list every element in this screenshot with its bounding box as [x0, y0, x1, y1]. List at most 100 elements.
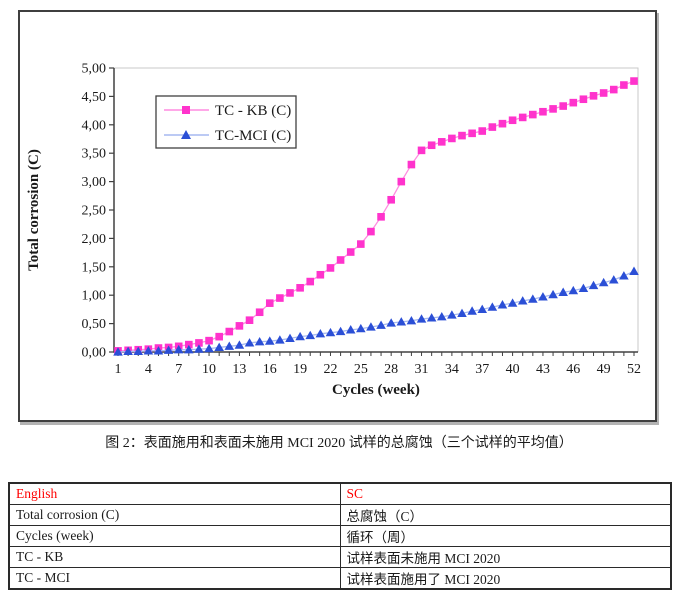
y-tick-label: 3,00 [82, 175, 107, 190]
y-axis-title: Total corrosion (C) [26, 149, 42, 271]
data-point [518, 113, 527, 122]
y-tick-label: 1,50 [82, 260, 107, 275]
data-point [205, 336, 213, 345]
table-cell: 试样表面施用了 MCI 2020 [339, 567, 672, 590]
data-point [346, 248, 355, 256]
table-header-cell: SC [339, 482, 672, 505]
legend-label: TC-MCI (C) [215, 128, 291, 144]
data-point [224, 341, 235, 350]
y-tick-label: 2,00 [82, 232, 107, 247]
data-point [276, 294, 284, 302]
data-point [306, 277, 315, 286]
data-point [367, 227, 375, 236]
data-point [538, 292, 548, 301]
data-point [335, 326, 346, 336]
legend-box [155, 95, 297, 149]
data-point [517, 296, 528, 305]
y-tick-label: 4,50 [82, 90, 107, 105]
data-point [508, 116, 517, 125]
data-point [558, 287, 568, 296]
data-point [630, 77, 638, 85]
data-point [417, 146, 426, 155]
plot-frame [114, 67, 639, 352]
table-cell: TC - KB [8, 546, 341, 568]
x-tick-label: 52 [627, 362, 641, 377]
data-point [529, 110, 537, 119]
data-point [598, 277, 609, 287]
data-point [588, 280, 599, 290]
legend-label: TC - KB (C) [215, 103, 291, 119]
data-point [185, 340, 193, 349]
data-point [254, 336, 265, 346]
data-point [357, 240, 365, 248]
data-point [195, 339, 203, 347]
data-point [163, 345, 174, 354]
x-tick-label: 34 [445, 362, 459, 377]
data-point [234, 340, 245, 349]
x-tick-label: 10 [202, 362, 216, 377]
data-point [608, 275, 619, 284]
corrosion-line-chart: 5,00 4,50 4,00 3,50 3,00 2,50 2,00 1,50 1,00 0,50… [26, 62, 641, 399]
data-point [488, 123, 497, 131]
data-point [245, 316, 254, 324]
legend-marker [181, 130, 191, 139]
data-point [376, 320, 386, 329]
table-header-cell: English [8, 482, 341, 505]
x-tick-label: 13 [232, 362, 246, 377]
data-point [437, 138, 446, 146]
figure-caption: 图 2：表面施用和表面未施用 MCI 2020 试样的总腐蚀（三个试样的平均值） [105, 436, 573, 451]
y-tick-label: 1,00 [82, 289, 107, 304]
data-point [173, 344, 184, 354]
x-tick-label: 22 [323, 362, 337, 377]
data-point [356, 323, 366, 333]
figure-2-chart-box: 5,00 4,50 4,00 3,50 3,00 2,50 2,00 1,50 1,00 0,50… [18, 10, 657, 422]
y-tick-label: 3,50 [82, 147, 107, 162]
data-point [599, 89, 608, 97]
table-cell: Cycles (week) [8, 525, 341, 547]
data-point [305, 330, 316, 340]
data-point [326, 264, 335, 272]
data-point [214, 342, 224, 352]
data-point [468, 129, 476, 138]
data-point [325, 327, 336, 337]
data-point [620, 81, 628, 89]
data-point [416, 314, 427, 323]
x-tick-label: 19 [293, 362, 307, 377]
data-point [366, 322, 376, 331]
data-point [589, 92, 598, 100]
table-row: Total corrosion (C) 总腐蚀（C） [8, 504, 672, 526]
data-point [396, 317, 407, 326]
data-point [345, 325, 356, 334]
data-point [426, 313, 437, 322]
data-point [578, 283, 589, 292]
data-point [397, 177, 406, 186]
data-point [427, 141, 436, 150]
x-tick-label: 28 [384, 362, 398, 377]
data-point [204, 343, 214, 353]
x-tick-label: 49 [597, 362, 611, 377]
data-point [265, 299, 274, 307]
data-point [559, 102, 567, 110]
table-row: Cycles (week) 循环（周） [8, 525, 672, 547]
data-point [448, 134, 456, 143]
data-point [569, 98, 578, 107]
data-point [215, 332, 223, 341]
data-point [407, 160, 416, 169]
table-row: TC - MCI 试样表面施用了 MCI 2020 [8, 567, 672, 590]
series-line [117, 80, 635, 352]
y-tick-label: 4,00 [82, 118, 107, 133]
x-tick-label: 7 [175, 362, 182, 377]
data-point [336, 256, 345, 264]
table-cell: TC - MCI [8, 567, 341, 590]
data-point [244, 338, 255, 347]
table-cell: 循环（周） [339, 525, 672, 547]
table-cell: Total corrosion (C) [8, 504, 341, 526]
data-point [406, 315, 417, 325]
x-tick-label: 31 [415, 362, 429, 377]
x-tick-label: 4 [145, 362, 152, 377]
x-tick-label: 43 [536, 362, 550, 377]
translation-table: English SC Total corrosion (C) 总腐蚀（C） Cycles… [8, 482, 672, 590]
data-point [548, 289, 558, 299]
data-point [153, 346, 164, 355]
data-point [477, 304, 488, 313]
